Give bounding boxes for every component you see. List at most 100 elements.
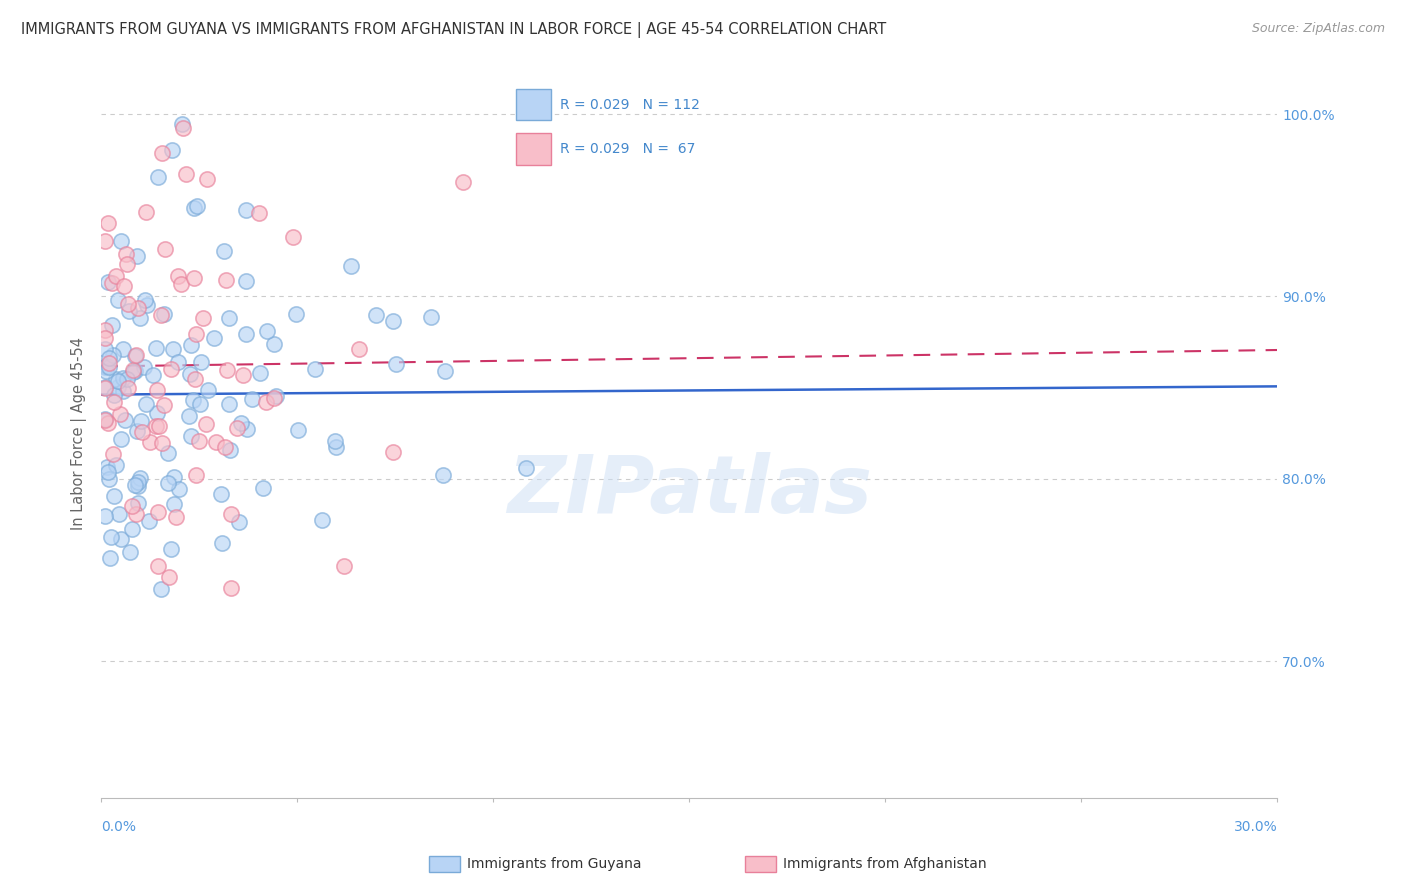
Point xyxy=(94,364,117,378)
Point xyxy=(218,310,240,325)
Point xyxy=(125,507,148,521)
Point xyxy=(195,417,218,431)
Point xyxy=(117,297,139,311)
Point xyxy=(433,363,456,377)
Point xyxy=(515,461,537,475)
Point xyxy=(103,388,125,402)
Point xyxy=(167,482,190,496)
Point xyxy=(111,342,134,356)
Point xyxy=(166,268,188,283)
Point xyxy=(325,440,347,454)
Point xyxy=(96,460,118,475)
Point xyxy=(100,530,122,544)
Point xyxy=(129,414,152,428)
Point xyxy=(190,355,212,369)
Point xyxy=(202,331,225,345)
Point xyxy=(212,244,235,258)
Point xyxy=(131,425,153,439)
Point xyxy=(451,175,474,189)
Point xyxy=(188,434,211,449)
Point xyxy=(103,348,125,362)
Point xyxy=(157,446,180,460)
Point xyxy=(231,416,253,430)
Point xyxy=(157,570,180,584)
Point xyxy=(263,337,285,351)
Point xyxy=(125,424,148,438)
Point xyxy=(110,532,132,546)
Text: Immigrants from Afghanistan: Immigrants from Afghanistan xyxy=(783,857,987,871)
Point xyxy=(181,393,204,408)
Point xyxy=(432,468,454,483)
Point xyxy=(364,308,387,322)
Point xyxy=(235,273,257,287)
Point xyxy=(166,355,188,369)
Point xyxy=(98,550,121,565)
Point xyxy=(145,418,167,433)
Point xyxy=(236,422,259,436)
Point xyxy=(232,368,254,383)
Point xyxy=(162,497,184,511)
Point xyxy=(149,582,172,596)
Point xyxy=(179,367,201,381)
Text: Immigrants from Guyana: Immigrants from Guyana xyxy=(467,857,641,871)
Point xyxy=(254,394,277,409)
Point xyxy=(160,143,183,157)
Text: Source: ZipAtlas.com: Source: ZipAtlas.com xyxy=(1251,22,1385,36)
Point xyxy=(256,324,278,338)
Point xyxy=(121,499,143,513)
Point xyxy=(211,536,233,550)
Point xyxy=(146,558,169,573)
Point xyxy=(97,472,120,486)
Text: ZIPatlas: ZIPatlas xyxy=(506,452,872,531)
Point xyxy=(127,496,149,510)
Text: 30.0%: 30.0% xyxy=(1233,820,1277,834)
Point xyxy=(107,380,129,394)
Point xyxy=(110,234,132,248)
Point xyxy=(385,357,408,371)
Point xyxy=(94,380,117,394)
Point xyxy=(165,510,187,524)
Text: IMMIGRANTS FROM GUYANA VS IMMIGRANTS FROM AFGHANISTAN IN LABOR FORCE | AGE 45-54: IMMIGRANTS FROM GUYANA VS IMMIGRANTS FRO… xyxy=(21,22,886,38)
Point xyxy=(94,413,117,427)
Point xyxy=(146,169,169,184)
Point xyxy=(97,275,120,289)
Point xyxy=(94,234,117,248)
Point xyxy=(121,522,143,536)
Point xyxy=(97,356,120,370)
Point xyxy=(264,389,287,403)
Point xyxy=(107,374,129,388)
Point xyxy=(150,436,173,450)
Point xyxy=(134,293,156,307)
Point xyxy=(111,384,134,398)
Point xyxy=(125,249,148,263)
Point xyxy=(97,216,120,230)
Point xyxy=(108,507,131,521)
Y-axis label: In Labor Force | Age 45-54: In Labor Force | Age 45-54 xyxy=(72,336,87,530)
Point xyxy=(103,489,125,503)
Point xyxy=(146,383,169,397)
Point xyxy=(94,381,117,395)
Point xyxy=(287,423,309,437)
Point xyxy=(172,121,194,136)
Point xyxy=(228,515,250,529)
Point xyxy=(205,435,228,450)
Point xyxy=(225,421,247,435)
Point xyxy=(382,444,405,458)
Point xyxy=(156,475,179,490)
Point xyxy=(148,505,170,519)
Point xyxy=(177,409,200,423)
Point xyxy=(163,470,186,484)
Point xyxy=(101,276,124,290)
Point xyxy=(107,293,129,307)
Point xyxy=(105,458,128,472)
Point xyxy=(124,349,146,363)
Point xyxy=(214,441,236,455)
Point xyxy=(148,418,170,433)
Point xyxy=(142,368,165,383)
Point xyxy=(149,308,172,322)
Point xyxy=(108,407,131,421)
Point xyxy=(117,381,139,395)
Point xyxy=(191,311,214,326)
Point xyxy=(420,310,443,325)
Point xyxy=(218,397,240,411)
